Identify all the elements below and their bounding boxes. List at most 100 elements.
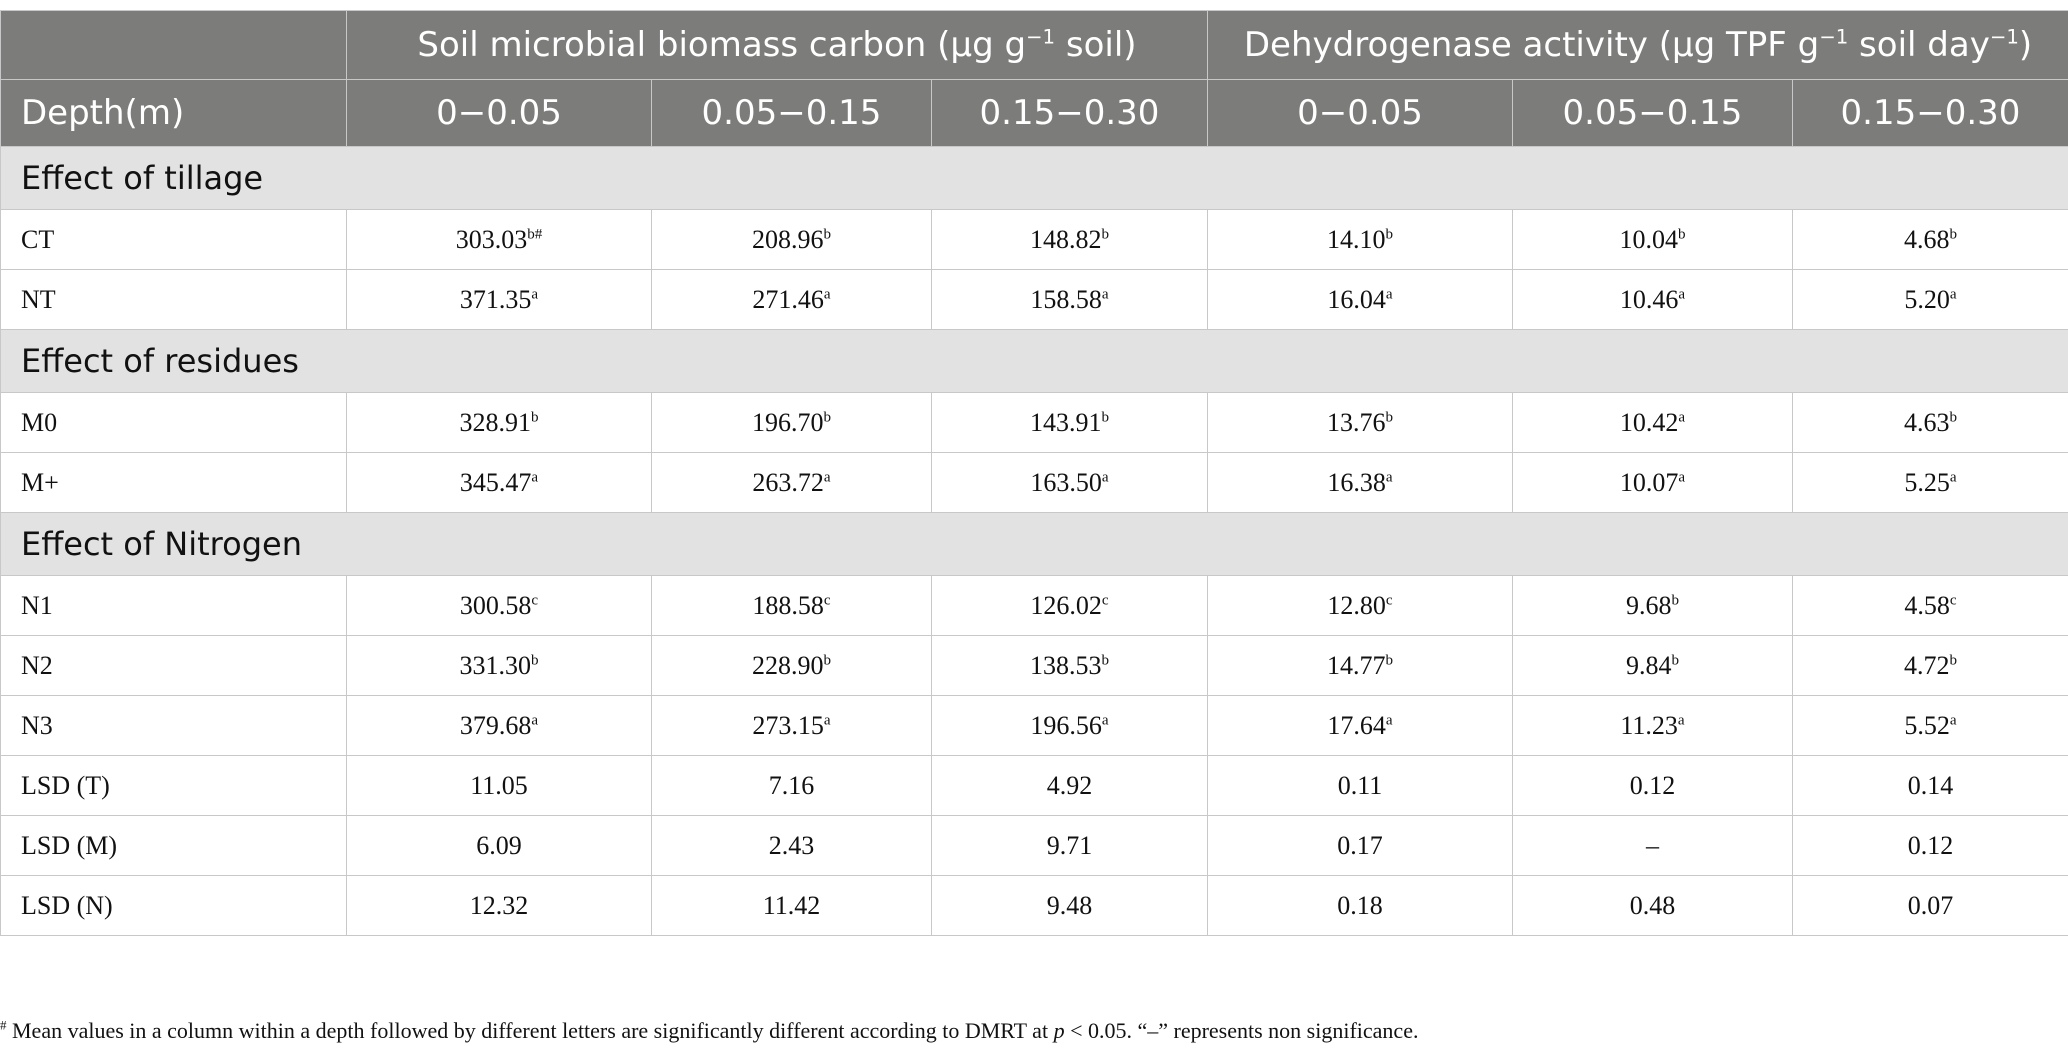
table-row: CT 303.03b# 208.96b 148.82b 14.10b 10.04b 4.68…: [0, 209, 2068, 270]
header-row-groups: Soil microbial biomass carbon (μg g−1 so…: [0, 10, 2068, 80]
header-depth-label: Depth(m): [0, 79, 347, 147]
cell-significance-letter: b: [823, 651, 832, 668]
row-label: N2: [0, 635, 347, 696]
cell-value: 4.72: [1903, 650, 1950, 680]
table-cell: 16.04a: [1207, 269, 1513, 330]
footnote-p-symbol: p: [1053, 1018, 1065, 1043]
cell-significance-letter: a: [531, 285, 539, 302]
cell-value: 11.42: [762, 890, 821, 920]
header-sup: −1: [1819, 25, 1849, 49]
table-cell: 345.47a: [346, 452, 652, 513]
cell-value: 0.14: [1907, 770, 1954, 800]
row-label: M0: [0, 392, 347, 453]
cell-significance-letter: b: [823, 408, 832, 425]
cell-significance-letter: a: [1949, 711, 1957, 728]
section-title: Effect of residues: [0, 329, 2068, 393]
cell-value: 12.32: [469, 890, 529, 920]
cell-significance-letter: a: [1385, 711, 1393, 728]
cell-significance-letter: a: [823, 285, 831, 302]
table-row: N2 331.30b 228.90b 138.53b 14.77b 9.84b 4.72b: [0, 635, 2068, 696]
table-cell: 0.12: [1512, 755, 1793, 816]
cell-significance-letter: b: [1385, 408, 1394, 425]
cell-value: 4.68: [1903, 224, 1950, 254]
cell-value: 138.53: [1029, 650, 1102, 680]
cell-significance-letter: b: [1101, 225, 1110, 242]
cell-value: 14.10: [1326, 224, 1386, 254]
table-cell: 4.92: [931, 755, 1208, 816]
cell-value: 0.18: [1337, 890, 1383, 920]
cell-value: 196.56: [1030, 710, 1102, 740]
table-cell: 13.76b: [1207, 392, 1513, 453]
row-label: CT: [0, 209, 347, 270]
cell-significance-letter: b: [1385, 225, 1394, 242]
table-cell: 148.82b: [931, 209, 1208, 270]
table-cell: 208.96b: [651, 209, 932, 270]
table-cell: 0.11: [1207, 755, 1513, 816]
cell-significance-letter: a: [1678, 468, 1686, 485]
data-table-container: Soil microbial biomass carbon (μg g−1 so…: [0, 10, 2068, 936]
cell-significance-letter: b: [1949, 408, 1958, 425]
row-label: LSD (N): [0, 875, 347, 936]
cell-value: 0.48: [1629, 890, 1676, 920]
row-label: N3: [0, 695, 347, 756]
cell-value: 0.12: [1907, 830, 1954, 860]
cell-significance-letter: a: [1677, 711, 1685, 728]
cell-value: 379.68: [459, 710, 532, 740]
cell-significance-letter: a: [1101, 285, 1109, 302]
header-sup: −1: [1026, 25, 1056, 49]
cell-value: 16.04: [1327, 284, 1386, 314]
cell-significance-letter: a: [1949, 285, 1957, 302]
table-cell: 10.07a: [1512, 452, 1793, 513]
section-title: Effect of Nitrogen: [0, 512, 2068, 576]
table-cell: 9.68b: [1512, 575, 1793, 636]
table-cell: 126.02c: [931, 575, 1208, 636]
table-cell: 143.91b: [931, 392, 1208, 453]
table-cell: 4.63b: [1792, 392, 2068, 453]
cell-value: 4.63: [1903, 407, 1950, 437]
cell-value: 11.23: [1620, 710, 1678, 740]
header-group-dehydrogenase-text: Dehydrogenase activity (μg TPF g: [1243, 25, 1820, 65]
cell-value: 7.16: [768, 770, 815, 800]
table-row: M0 328.91b 196.70b 143.91b 13.76b 10.42a 4.63b: [0, 392, 2068, 453]
table-cell: 331.30b: [346, 635, 652, 696]
cell-significance-letter: b: [1949, 651, 1958, 668]
cell-value: 12.80: [1327, 590, 1386, 620]
table-cell: 10.42a: [1512, 392, 1793, 453]
cell-significance-letter: b#: [527, 225, 543, 242]
cell-significance-letter: c: [531, 591, 539, 608]
cell-value: 188.58: [752, 590, 824, 620]
cell-significance-letter: b: [530, 408, 539, 425]
table-cell: 6.09: [346, 815, 652, 876]
cell-value: 228.90: [751, 650, 824, 680]
table-cell: 10.46a: [1512, 269, 1793, 330]
cell-significance-letter: a: [823, 468, 831, 485]
cell-significance-letter: b: [1949, 225, 1958, 242]
cell-significance-letter: c: [1101, 591, 1109, 608]
cell-significance-letter: a: [1385, 468, 1393, 485]
cell-value: 143.91: [1029, 407, 1102, 437]
cell-value: 6.09: [476, 830, 522, 860]
table-cell: 5.52a: [1792, 695, 2068, 756]
cell-value: 5.20: [1904, 284, 1950, 314]
header-depth-col: 0.05−0.15: [651, 79, 932, 147]
table-cell: 14.10b: [1207, 209, 1513, 270]
cell-value: 0.12: [1629, 770, 1676, 800]
cell-value: 263.72: [752, 467, 824, 497]
table-cell: 188.58c: [651, 575, 932, 636]
section-row: Effect of residues: [0, 329, 2068, 393]
cell-value: 148.82: [1029, 224, 1102, 254]
header-group-dehydrogenase-end: ): [2018, 25, 2033, 65]
table-row: M+ 345.47a 263.72a 163.50a 16.38a 10.07a 5.25a: [0, 452, 2068, 513]
cell-value: 303.03: [455, 224, 528, 254]
table-cell: 11.42: [651, 875, 932, 936]
row-label: M+: [0, 452, 347, 513]
cell-value: 10.42: [1619, 407, 1679, 437]
cell-value: 0.17: [1337, 830, 1383, 860]
cell-significance-letter: b: [1677, 225, 1686, 242]
table-cell: 328.91b: [346, 392, 652, 453]
table-cell: 0.07: [1792, 875, 2068, 936]
footnote-text-1: Mean values in a column within a depth f…: [6, 1018, 1054, 1043]
table-cell: 12.80c: [1207, 575, 1513, 636]
table-cell: 4.72b: [1792, 635, 2068, 696]
header-group-biomass-carbon: Soil microbial biomass carbon (μg g−1 so…: [346, 10, 1208, 80]
